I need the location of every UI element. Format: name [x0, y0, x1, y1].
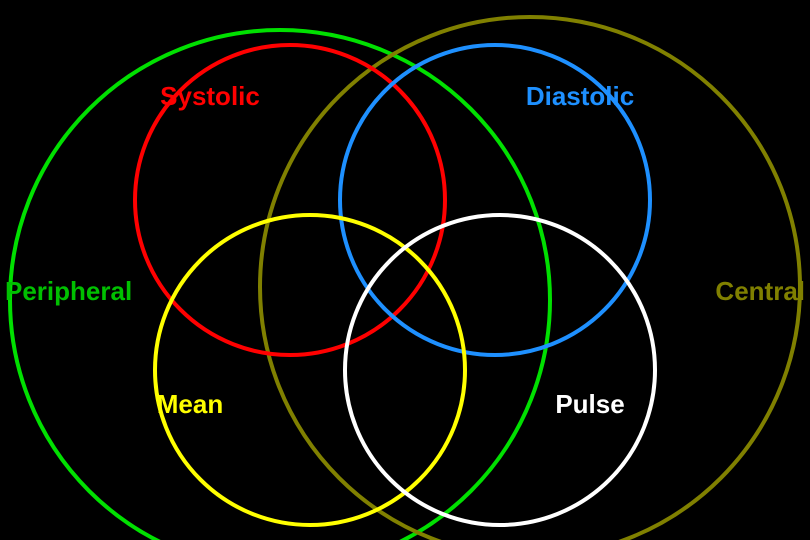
peripheral-label: Peripheral: [5, 276, 132, 306]
mean-circle: [155, 215, 465, 525]
venn-diagram: Systolic Diastolic Peripheral Central Mean Pu…: [0, 0, 810, 540]
pulse-label: Pulse: [555, 389, 624, 419]
mean-label: Mean: [157, 389, 223, 419]
pulse-circle: [345, 215, 655, 525]
diastolic-label: Diastolic: [526, 81, 634, 111]
systolic-label: Systolic: [160, 81, 260, 111]
central-label: Central: [715, 276, 805, 306]
